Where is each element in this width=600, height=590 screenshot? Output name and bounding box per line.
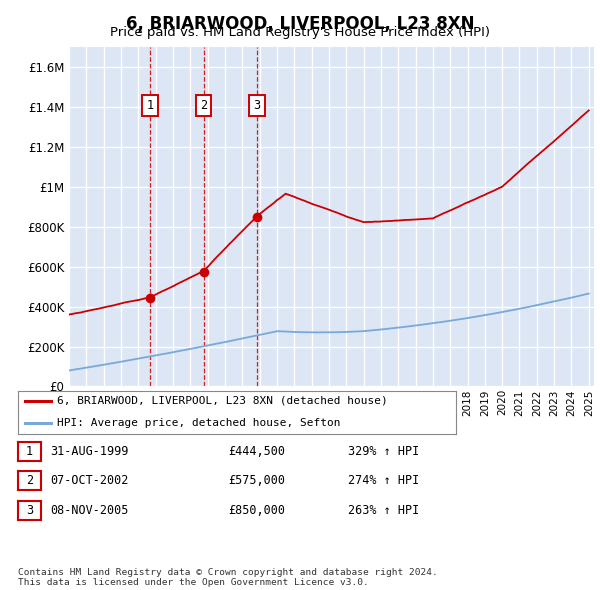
- Text: 3: 3: [26, 504, 33, 517]
- Text: 2: 2: [26, 474, 33, 487]
- Text: 31-AUG-1999: 31-AUG-1999: [50, 445, 128, 458]
- Text: HPI: Average price, detached house, Sefton: HPI: Average price, detached house, Seft…: [58, 418, 341, 428]
- Text: 3: 3: [253, 99, 260, 112]
- Text: 6, BRIARWOOD, LIVERPOOL, L23 8XN (detached house): 6, BRIARWOOD, LIVERPOOL, L23 8XN (detach…: [58, 396, 388, 406]
- Text: Price paid vs. HM Land Registry's House Price Index (HPI): Price paid vs. HM Land Registry's House …: [110, 26, 490, 39]
- Text: 1: 1: [26, 445, 33, 458]
- Text: £575,000: £575,000: [228, 474, 285, 487]
- Text: £850,000: £850,000: [228, 504, 285, 517]
- Text: 07-OCT-2002: 07-OCT-2002: [50, 474, 128, 487]
- Text: 2: 2: [200, 99, 207, 112]
- Text: 329% ↑ HPI: 329% ↑ HPI: [348, 445, 419, 458]
- Text: 1: 1: [146, 99, 154, 112]
- Text: £444,500: £444,500: [228, 445, 285, 458]
- Text: 263% ↑ HPI: 263% ↑ HPI: [348, 504, 419, 517]
- Text: 6, BRIARWOOD, LIVERPOOL, L23 8XN: 6, BRIARWOOD, LIVERPOOL, L23 8XN: [126, 15, 474, 33]
- Text: 08-NOV-2005: 08-NOV-2005: [50, 504, 128, 517]
- Text: 274% ↑ HPI: 274% ↑ HPI: [348, 474, 419, 487]
- Text: Contains HM Land Registry data © Crown copyright and database right 2024.
This d: Contains HM Land Registry data © Crown c…: [18, 568, 438, 587]
